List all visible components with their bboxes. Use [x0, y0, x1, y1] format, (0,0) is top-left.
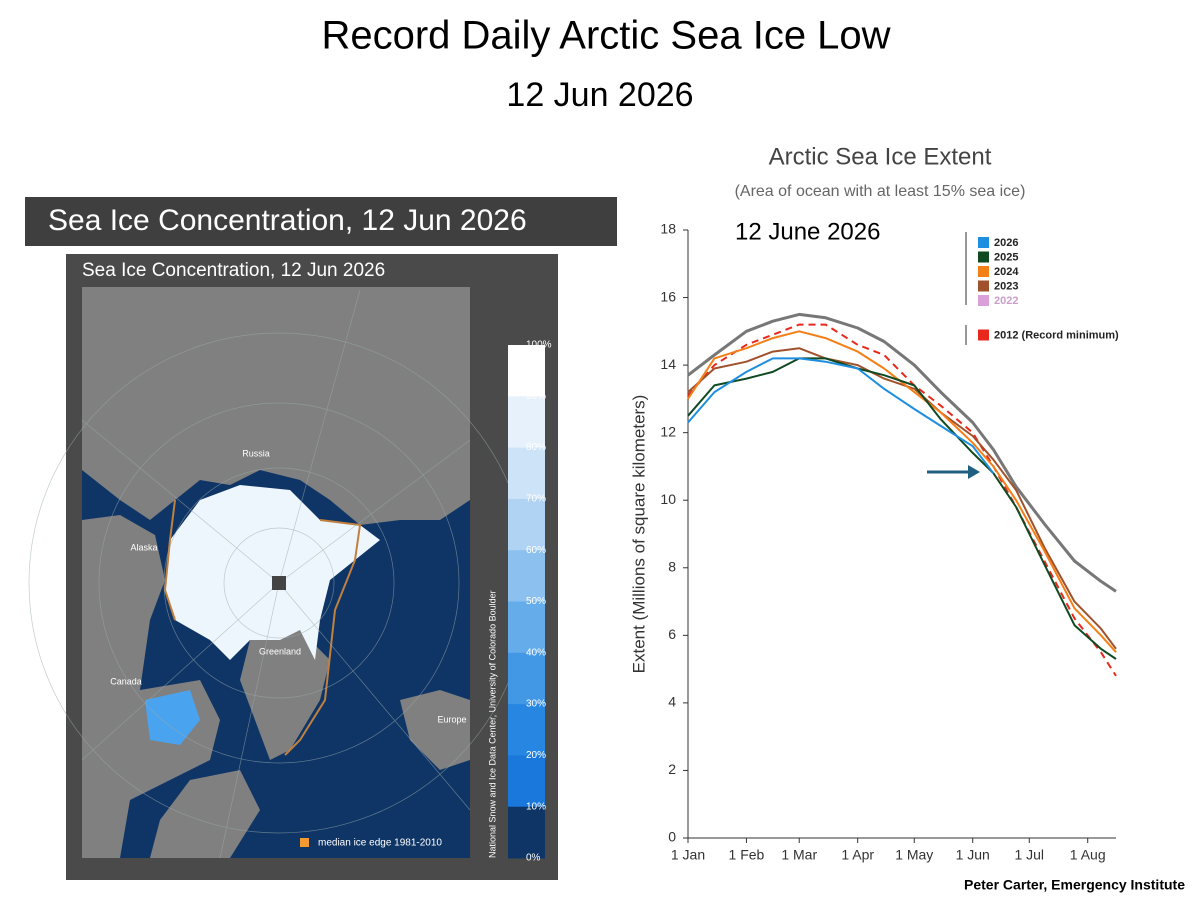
- colorbar-segment: [508, 601, 545, 654]
- colorbar-label: 100%: [526, 340, 552, 351]
- legend-swatch: [978, 280, 989, 292]
- colorbar-segment: [508, 447, 545, 500]
- place-label: Canada: [110, 676, 142, 686]
- place-label: Alaska: [130, 542, 157, 552]
- y-tick-label: 8: [668, 558, 676, 574]
- legend-label: 2024: [994, 266, 1019, 278]
- legend-label: 2026: [994, 237, 1018, 249]
- y-tick-label: 16: [660, 288, 676, 304]
- series-line: [687, 347, 1117, 650]
- colorbar-segment: [508, 704, 545, 756]
- legend-swatch: [978, 237, 989, 248]
- map-panel: Sea Ice Concentration, 12 Jun 2026 Russi…: [28, 254, 558, 880]
- colorbar-label: 0%: [526, 853, 541, 864]
- chart-title: Arctic Sea Ice Extent: [769, 143, 992, 170]
- legend-swatch: [300, 838, 309, 847]
- legend-swatch: [978, 329, 989, 341]
- annotation: 12 June 2026: [735, 218, 880, 245]
- y-tick-label: 0: [668, 829, 676, 845]
- colorbar-label: 90%: [526, 391, 546, 402]
- hudson-ice: [145, 690, 200, 745]
- legend-swatch: [978, 266, 989, 277]
- legend-label: 2012 (Record minimum): [994, 329, 1119, 341]
- north-america: [82, 515, 220, 858]
- sea-ice: [165, 485, 380, 660]
- colorbar-segment: [508, 652, 545, 705]
- x-tick-label: 1 Apr: [841, 847, 874, 863]
- y-tick-label: 6: [668, 626, 676, 642]
- place-label: Greenland: [259, 646, 301, 656]
- map-legend: median ice edge 1981-2010: [318, 838, 442, 849]
- eurasia-north-america: [82, 287, 470, 525]
- y-tick-label: 14: [660, 356, 676, 372]
- land: [82, 287, 470, 858]
- map-title: Sea Ice Concentration, 12 Jun 2026: [82, 260, 385, 281]
- series-line: [687, 312, 1117, 593]
- x-tick-label: 1 Mar: [781, 847, 817, 863]
- colorbar-segment: [508, 345, 545, 397]
- greenland: [240, 630, 330, 760]
- map-header-bar: [25, 197, 617, 246]
- colorbar-segment: [508, 550, 545, 602]
- labrador: [150, 770, 260, 858]
- colorbar-label: 50%: [526, 596, 546, 607]
- x-tick-label: 1 Jul: [1014, 847, 1044, 863]
- slide-subtitle: 12 Jun 2026: [506, 76, 693, 114]
- series-line: [687, 330, 1117, 653]
- x-tick-label: 1 May: [895, 847, 933, 863]
- colorbar-segment: [508, 498, 545, 551]
- series-line: [687, 357, 1117, 660]
- x-tick-label: 1 Jan: [671, 847, 705, 863]
- legend-swatch: [978, 251, 989, 263]
- colorbar-label: 80%: [526, 442, 546, 453]
- x-tick-label: 1 Aug: [1070, 847, 1106, 863]
- colorbar-label: 40%: [526, 647, 546, 658]
- colorbar-label: 30%: [526, 699, 546, 710]
- y-tick-label: 10: [660, 491, 676, 507]
- place-labels: Russia Alaska Canada Greenland Europe: [110, 448, 466, 724]
- graticule: [28, 289, 530, 859]
- x-tick-label: 1 Feb: [729, 847, 765, 863]
- legend-label: 2022: [994, 295, 1018, 307]
- arrow-head: [968, 465, 980, 479]
- y-tick-label: 18: [660, 221, 676, 237]
- colorbar-segment: [508, 755, 545, 808]
- colorbar-label: 70%: [526, 494, 546, 505]
- colorbar-label: 20%: [526, 750, 546, 761]
- y-tick-label: 2: [668, 761, 676, 777]
- median-edge: [163, 499, 362, 756]
- place-label: Europe: [437, 714, 466, 724]
- y-tick-label: 12: [660, 423, 676, 439]
- pole-hole: [272, 576, 286, 590]
- chart: Arctic Sea Ice Extent (Area of ocean wit…: [629, 143, 1119, 862]
- chart-subtitle: (Area of ocean with at least 15% sea ice…: [735, 183, 1026, 200]
- y-tick-label: 4: [668, 694, 676, 710]
- map-source: National Snow and Ice Data Center, Unive…: [487, 590, 497, 858]
- colorbar: 100% 90% 80% 70% 60% 50% 40% 30% 20% 10% 0%: [508, 340, 552, 864]
- place-label: Russia: [242, 448, 270, 458]
- colorbar-segment: [508, 806, 545, 859]
- europe: [400, 690, 470, 770]
- colorbar-label: 10%: [526, 801, 546, 812]
- y-axis-label: Extent (Millions of square kilometers): [629, 395, 648, 674]
- credit: Peter Carter, Emergency Institute: [964, 877, 1185, 893]
- legend-label: 2025: [994, 251, 1018, 263]
- map-header: Sea Ice Concentration, 12 Jun 2026: [48, 204, 527, 237]
- colorbar-segment: [508, 396, 545, 449]
- legend-swatch: [978, 295, 989, 306]
- colorbar-label: 60%: [526, 545, 546, 556]
- series-line: [687, 357, 995, 474]
- x-tick-label: 1 Jun: [956, 847, 990, 863]
- legend-label: 2023: [994, 280, 1018, 292]
- slide-title: Record Daily Arctic Sea Ice Low: [321, 14, 890, 58]
